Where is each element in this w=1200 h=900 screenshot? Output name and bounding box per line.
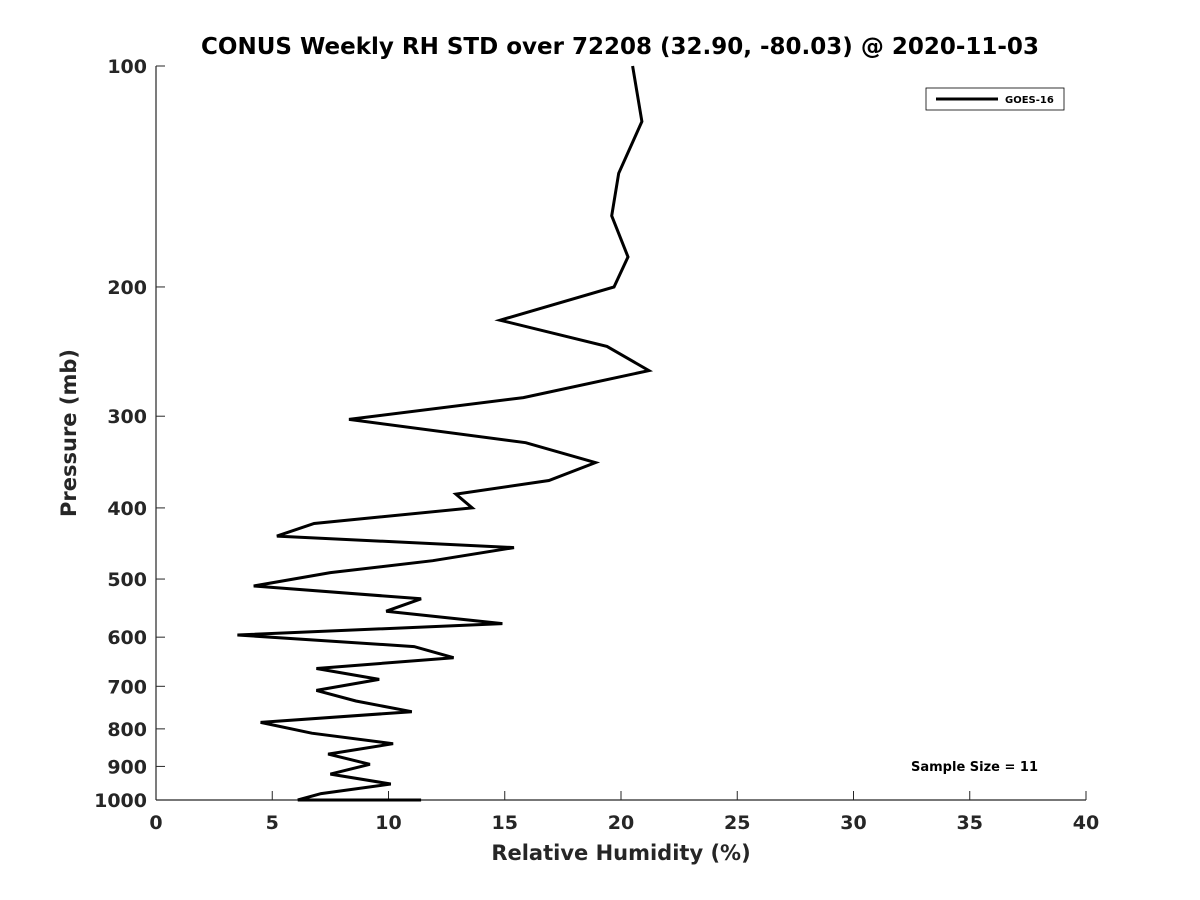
x-axis-title: Relative Humidity (%): [491, 841, 750, 865]
y-tick-label: 300: [107, 406, 147, 428]
x-tick-label: 35: [957, 812, 983, 834]
y-tick-label: 400: [107, 498, 147, 520]
x-tick-label: 20: [608, 812, 634, 834]
x-tick-label: 15: [492, 812, 518, 834]
plot-area: 0 5 10 15 20 25 30 35 40 100 200 300 400 500 600 700 80…: [94, 56, 1099, 834]
x-ticks: 0 5 10 15 20 25 30 35 40: [149, 791, 1099, 834]
legend: GOES-16: [925, 87, 1065, 111]
chart-title: CONUS Weekly RH STD over 72208 (32.90, -…: [201, 34, 1039, 60]
y-tick-label: 900: [107, 756, 147, 778]
y-tick-label: 700: [107, 676, 147, 698]
y-tick-label: 100: [107, 56, 147, 78]
y-tick-label: 1000: [94, 790, 147, 812]
y-tick-label: 600: [107, 627, 147, 649]
series-line: [237, 65, 654, 802]
y-axis-title: Pressure (mb): [57, 349, 81, 517]
x-tick-label: 40: [1073, 812, 1099, 834]
x-tick-label: 5: [266, 812, 279, 834]
y-tick-label: 200: [107, 277, 147, 299]
series-group: [237, 65, 654, 802]
x-tick-label: 0: [149, 812, 162, 834]
x-tick-label: 30: [840, 812, 866, 834]
y-tick-label: 800: [107, 719, 147, 741]
x-tick-label: 25: [724, 812, 750, 834]
y-ticks: 100 200 300 400 500 600 700 800 900 1000: [94, 56, 165, 812]
legend-label: GOES-16: [1005, 95, 1054, 106]
x-tick-label: 10: [375, 812, 401, 834]
y-tick-label: 500: [107, 569, 147, 591]
sample-size-annotation: Sample Size = 11: [911, 760, 1038, 775]
